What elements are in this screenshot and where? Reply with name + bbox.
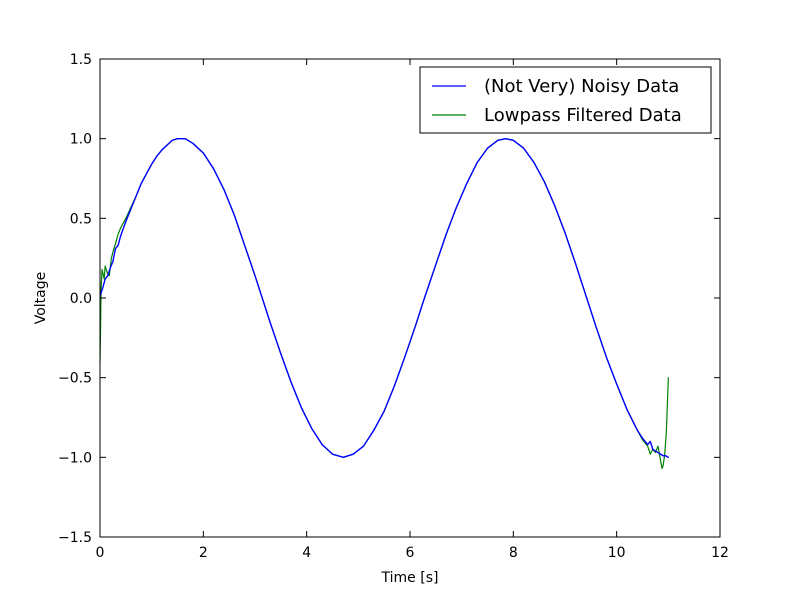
y-tick-label: −1.0 [58,450,92,466]
legend: (Not Very) Noisy Data Lowpass Filtered D… [419,66,712,134]
x-axis-label: Time [s] [381,570,439,586]
plot-area [100,59,720,537]
x-tick-label: 0 [96,545,105,561]
x-tick-label: 2 [199,545,208,561]
ticks-layer: 0 2 4 6 8 10 12 −1.5 −1.0 −0.5 0.0 0.5 1.0 1.5 [58,52,729,561]
y-tick-label: −0.5 [58,371,92,387]
legend-label-filtered: Lowpass Filtered Data [484,105,682,126]
y-tick-label: 1.5 [70,52,92,68]
x-tick-label: 8 [509,545,518,561]
y-tick-label: −1.5 [58,530,92,546]
x-tick-label: 4 [302,545,311,561]
legend-label-noisy: (Not Very) Noisy Data [484,76,679,97]
x-tick-label: 12 [711,545,729,561]
y-tick-label: 0.5 [70,211,92,227]
x-tick-label: 6 [406,545,415,561]
plot-frame [99,58,721,538]
legend-box [419,66,712,134]
y-tick-label: 0.0 [70,291,92,307]
y-axis-label: Voltage [33,272,49,325]
x-tick-label: 10 [608,545,626,561]
series-line-noisy-data [100,137,670,459]
y-tick-label: 1.0 [70,132,92,148]
series-layer [100,137,670,470]
